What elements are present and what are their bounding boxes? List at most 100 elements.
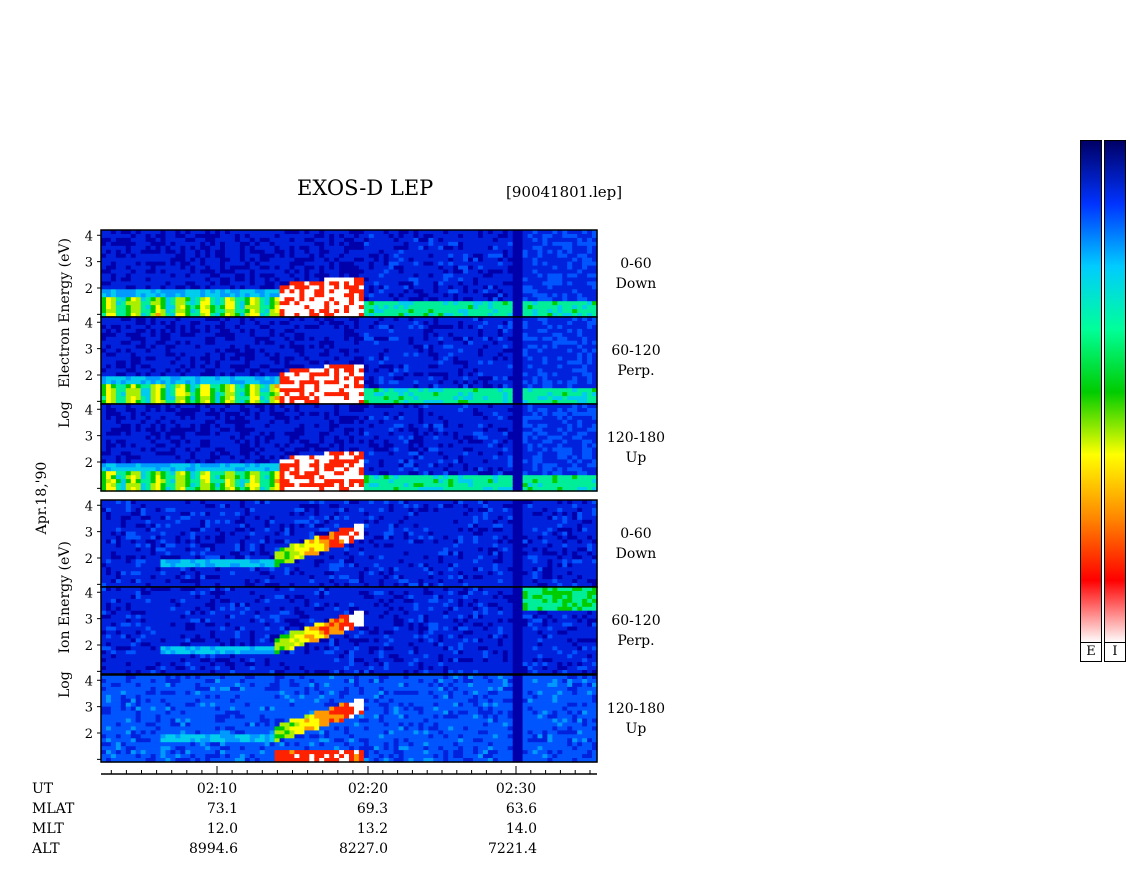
- heatmap-cell: [145, 344, 152, 350]
- heatmap-cell: [106, 348, 112, 354]
- heatmap-cell: [502, 364, 509, 370]
- heatmap-cell: [314, 400, 320, 405]
- heatmap-cell: [180, 463, 186, 468]
- heatmap-cell: [512, 368, 519, 373]
- heatmap-cell: [230, 352, 236, 358]
- heatmap-cell: [418, 309, 424, 314]
- heatmap-cell: [319, 372, 325, 377]
- heatmap-cell: [418, 380, 424, 385]
- heatmap-cell: [319, 309, 325, 314]
- heatmap-cell: [532, 230, 539, 235]
- heatmap-cell: [473, 281, 479, 286]
- heatmap-cell: [408, 380, 415, 385]
- heatmap-cell: [284, 245, 291, 251]
- heatmap-cell: [388, 336, 395, 342]
- heatmap-cell: [249, 321, 256, 326]
- heatmap-cell: [448, 261, 454, 267]
- heatmap-cell: [234, 368, 241, 373]
- heatmap-cell: [354, 257, 360, 263]
- heatmap-cell: [458, 230, 464, 235]
- heatmap-cell: [572, 305, 578, 310]
- heatmap-cell: [393, 344, 400, 350]
- heatmap-cell: [582, 281, 588, 286]
- heatmap-cell: [175, 352, 181, 358]
- heatmap-cell: [438, 388, 444, 393]
- heatmap-cell: [418, 313, 424, 318]
- heatmap-cell: [230, 313, 236, 318]
- heatmap-cell: [304, 285, 310, 290]
- heatmap-cell: [507, 321, 514, 326]
- heatmap-cell: [106, 479, 112, 484]
- heatmap-cell: [264, 265, 271, 271]
- heatmap-cell: [150, 408, 157, 413]
- heatmap-cell: [349, 376, 355, 381]
- heatmap-cell: [428, 230, 434, 235]
- heatmap-cell: [101, 289, 107, 294]
- heatmap-cell: [329, 400, 335, 405]
- heatmap-cell: [110, 471, 117, 476]
- heatmap-cell: [443, 340, 449, 346]
- heatmap-cell: [557, 328, 563, 334]
- heatmap-cell: [289, 321, 296, 326]
- heatmap-cell: [329, 344, 335, 350]
- heatmap-cell: [567, 321, 573, 326]
- heatmap-cell: [244, 305, 251, 310]
- heatmap-cell: [487, 348, 494, 354]
- heatmap-cell: [393, 376, 400, 381]
- heatmap-cell: [175, 340, 181, 346]
- heatmap-cell: [582, 388, 588, 393]
- heatmap-cell: [592, 285, 598, 290]
- heatmap-cell: [299, 356, 305, 362]
- heatmap-cell: [468, 317, 474, 322]
- heatmap-cell: [388, 324, 395, 330]
- heatmap-cell: [180, 376, 186, 381]
- heatmap-cell: [155, 384, 162, 389]
- heatmap-cell: [175, 313, 181, 318]
- heatmap-cell: [552, 352, 558, 358]
- heatmap-cell: [492, 360, 499, 366]
- heatmap-cell: [225, 427, 231, 433]
- heatmap-cell: [393, 388, 400, 393]
- heatmap-cell: [289, 273, 296, 279]
- heatmap-cell: [120, 463, 127, 468]
- heatmap-cell: [294, 249, 300, 255]
- heatmap-cell: [448, 309, 454, 314]
- heatmap-cell: [125, 273, 132, 279]
- heatmap-cell: [180, 257, 186, 263]
- heatmap-cell: [428, 281, 434, 286]
- heatmap-cell: [448, 368, 454, 373]
- heatmap-cell: [220, 317, 226, 322]
- heatmap-cell: [160, 372, 167, 377]
- heatmap-cell: [145, 463, 152, 468]
- heatmap-cell: [145, 483, 152, 488]
- heatmap-cell: [547, 297, 553, 302]
- heatmap-cell: [324, 328, 330, 334]
- heatmap-cell: [383, 328, 390, 334]
- heatmap-cell: [225, 455, 231, 460]
- heatmap-cell: [195, 352, 201, 358]
- heatmap-cell: [170, 348, 176, 354]
- heatmap-cell: [180, 305, 186, 310]
- heatmap-cell: [180, 281, 186, 286]
- heatmap-cell: [334, 336, 340, 342]
- heatmap-cell: [200, 332, 206, 338]
- heatmap-cell: [304, 237, 310, 243]
- heatmap-cell: [463, 237, 469, 243]
- heatmap-cell: [433, 285, 439, 290]
- heatmap-cell: [354, 400, 360, 405]
- heatmap-cell: [130, 237, 137, 243]
- heatmap-cell: [130, 487, 137, 492]
- heatmap-cell: [210, 487, 216, 492]
- heatmap-cell: [453, 297, 459, 302]
- heatmap-cell: [547, 261, 553, 267]
- heatmap-cell: [324, 344, 330, 350]
- heatmap-cell: [170, 289, 176, 294]
- heatmap-cell: [125, 289, 132, 294]
- heatmap-cell: [170, 372, 176, 377]
- heatmap-cell: [349, 245, 355, 251]
- heatmap-cell: [210, 439, 216, 445]
- heatmap-cell: [220, 411, 226, 417]
- heatmap-cell: [215, 297, 221, 302]
- heatmap-cell: [115, 301, 122, 306]
- heatmap-cell: [557, 301, 563, 306]
